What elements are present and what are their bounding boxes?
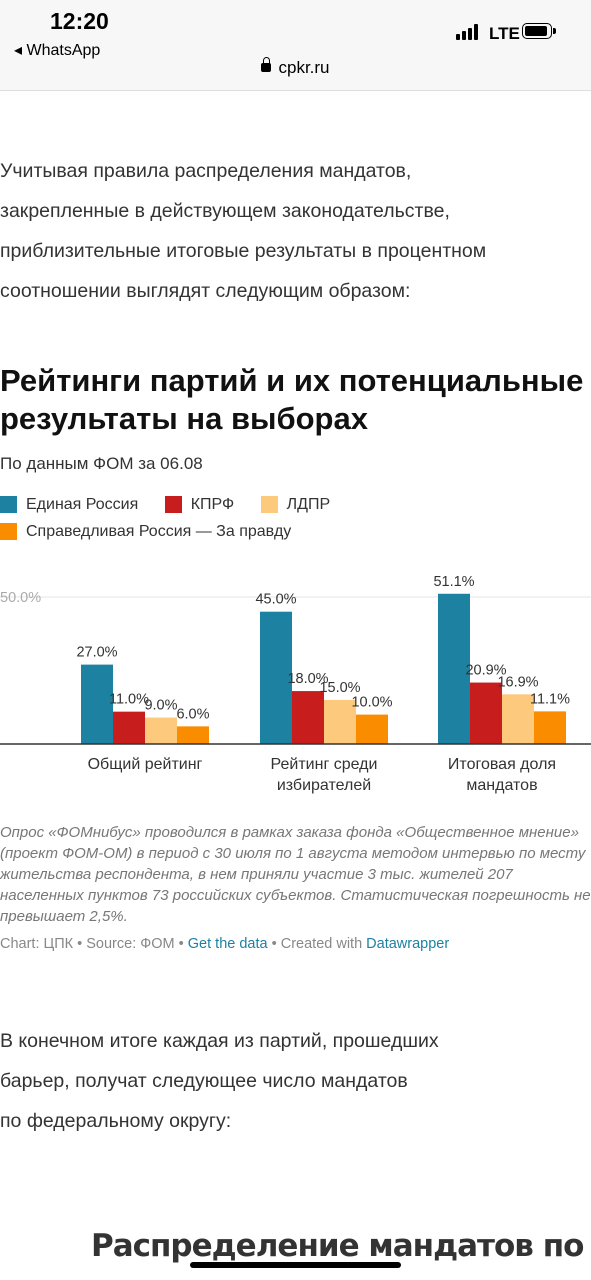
bar-value-label: 51.1% [433,574,474,590]
chart-title: Рейтинги партий и их потенциальные резул… [0,363,584,436]
intro-paragraph: Учитывая правила распределения мандатов,… [0,151,580,311]
address-bar[interactable]: cpkr.ru [0,57,591,78]
bar-value-label: 20.9% [465,663,506,679]
legend-swatch [164,496,182,513]
x-category-label: Рейтинг среди [271,756,378,773]
back-to-app-link[interactable]: ◂ WhatsApp [14,42,101,59]
bar [356,714,388,744]
bar-value-label: 45.0% [255,592,296,608]
legend-item: ЛДПР [260,491,331,518]
legend-item: КПРФ [164,491,235,518]
bar [438,593,470,744]
intro-line: соотношении выглядят следующим образом: [0,280,411,302]
legend-label: Справедливая Россия — За правду [26,522,292,540]
chart-note: Опрос «ФОМнибус» проводился в рамках зак… [0,824,591,925]
x-category-label: Итоговая доля [448,756,556,773]
bar-value-label: 15.0% [319,680,360,696]
battery-icon [522,23,556,41]
datawrapper-link[interactable]: Datawrapper [366,936,450,952]
status-bar: 12:20 ◂ WhatsApp LTE cpkr.ru [0,0,591,91]
lock-icon [261,57,272,72]
url-text: cpkr.ru [278,58,330,77]
after-line: В конечном итоге каждая из партий, проше… [0,1030,439,1052]
bar-value-label: 27.0% [76,645,117,661]
bar [260,611,292,744]
bar [113,711,145,744]
chart-credit: Chart: ЦПК [0,936,74,952]
separator: • [267,936,281,952]
bar-chart: 50.0% 27.0% 11.0%9.0%6.0% Общий рейтинг 45.0… [0,574,591,794]
home-indicator[interactable] [190,1262,401,1268]
chart-subtitle: По данным ФОМ за 06.08 [0,454,203,473]
bar-value-label: 11.1% [530,691,570,707]
intro-line: закрепленные в действующем законодательс… [0,200,450,222]
legend-item: Единая Россия [0,491,138,518]
get-the-data-link[interactable]: Get the data [187,936,268,952]
bar-value-label: 16.9% [497,674,538,690]
after-paragraph: В конечном итоге каждая из партий, проше… [0,1021,580,1141]
network-type: LTE [489,24,520,43]
bar [292,691,324,744]
legend-label: ЛДПР [286,495,331,513]
bar-value-label: 11.0% [109,692,149,708]
bar [502,694,534,744]
legend-item: Справедливая Россия — За правду [0,518,291,545]
legend-label: КПРФ [190,495,235,513]
x-category-label: Общий рейтинг [88,756,203,773]
intro-line: Учитывая правила распределения мандатов, [0,160,412,182]
bar [145,717,177,744]
x-category-label: мандатов [466,777,537,794]
bar-value-label: 6.0% [176,706,209,722]
clock: 12:20 [50,8,109,34]
bar-value-label: 18.0% [287,671,328,687]
after-line: барьер, получат следующее число мандатов [0,1070,408,1092]
bar [81,664,113,744]
legend-label: Единая Россия [26,495,139,513]
y-tick-label: 50.0% [0,590,41,606]
x-category-label: избирателей [277,777,371,794]
separator: • [73,936,87,952]
bar [324,699,356,744]
bar-value-label: 9.0% [144,698,177,714]
cellular-signal-icon [456,24,482,40]
bar [534,711,566,744]
chart-source-line: Chart: ЦПК • Source: ФОМ • Get the data … [0,936,449,952]
legend-swatch [260,496,278,513]
intro-line: приблизительные итоговые результаты в пр… [0,240,487,262]
separator: • [174,936,188,952]
legend-swatch [0,496,17,513]
legend-swatch [0,523,17,540]
bar [470,682,502,744]
bar [177,726,209,744]
bar-value-label: 10.0% [351,695,392,711]
after-line: по федеральному округу: [0,1110,232,1132]
chart-legend: Единая Россия КПРФ ЛДПР Справедливая Рос… [0,491,560,545]
source-credit: Source: ФОМ [86,936,175,952]
next-section-heading: Распределение мандатов по [91,1228,584,1264]
created-with-text: Created with [280,936,363,952]
